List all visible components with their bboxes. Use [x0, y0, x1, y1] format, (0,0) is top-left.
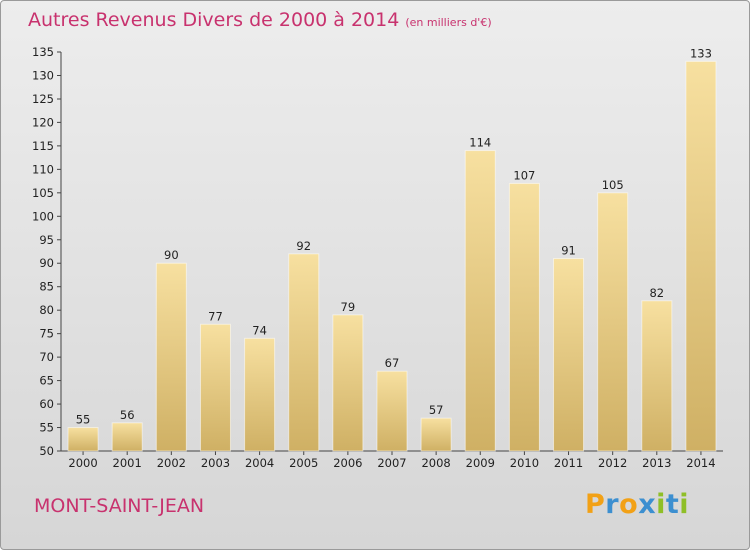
bar-2006: [332, 314, 364, 452]
x-tick-label: 2009: [466, 456, 495, 470]
bar-2005: [288, 253, 320, 452]
value-label-2012: 105: [602, 178, 624, 192]
bar-2010: [508, 182, 540, 452]
bars: [67, 60, 717, 452]
bar-2002: [155, 262, 187, 452]
x-tick-label: 2007: [377, 456, 406, 470]
x-tick-label: 2012: [598, 456, 627, 470]
bar-2013: [641, 300, 673, 452]
logo-letter: x: [638, 489, 657, 520]
value-label-2001: 56: [120, 408, 135, 422]
logo-letter: P: [585, 489, 606, 520]
bar-2014: [685, 60, 717, 452]
y-tick-label: 110: [32, 162, 54, 176]
value-label-2009: 114: [469, 136, 491, 150]
value-label-2008: 57: [429, 403, 444, 417]
y-tick-label: 50: [39, 444, 54, 458]
x-tick-label: 2010: [510, 456, 539, 470]
bar-2001: [111, 422, 143, 452]
y-tick-label: 85: [39, 280, 54, 294]
y-tick-label: 70: [39, 350, 54, 364]
value-label-2014: 133: [690, 46, 712, 60]
chart-unit: (en milliers d'€): [405, 16, 492, 29]
y-tick-label: 100: [32, 209, 54, 223]
x-tick-label: 2000: [68, 456, 97, 470]
y-tick-label: 95: [39, 233, 54, 247]
bar-2009: [464, 150, 496, 452]
y-tick-label: 120: [32, 115, 54, 129]
chart-title-text: Autres Revenus Divers de 2000 à 2014: [28, 9, 400, 31]
x-tick-label: 2011: [554, 456, 583, 470]
x-tick-label: 2014: [686, 456, 715, 470]
y-tick-label: 105: [32, 186, 54, 200]
x-tick-label: 2006: [333, 456, 362, 470]
x-axis: 2000 2001 2002 2003 2004 2005 2006 2007 2008 2009…: [61, 450, 723, 470]
y-tick-label: 75: [39, 327, 54, 341]
bar-2003: [199, 323, 231, 452]
value-label-2003: 77: [208, 309, 223, 323]
logo-letter: i: [679, 489, 690, 520]
bar-2011: [553, 258, 585, 452]
value-label-2010: 107: [513, 168, 535, 182]
y-tick-label: 115: [32, 139, 54, 153]
logo-letter: o: [619, 489, 639, 520]
value-label-2011: 91: [561, 244, 576, 258]
bar-2004: [244, 337, 276, 452]
logo-letter: t: [665, 489, 680, 520]
y-tick-label: 125: [32, 92, 54, 106]
bar-2007: [376, 370, 408, 452]
value-labels: 55 56 90 77 74 92 79 67 57 114 107 91 105 82 133: [76, 46, 712, 426]
commune-name: MONT-SAINT-JEAN: [34, 495, 205, 517]
bar-2008: [420, 417, 452, 452]
x-tick-label: 2005: [289, 456, 318, 470]
y-tick-label: 90: [39, 256, 54, 270]
bar-2012: [597, 192, 629, 452]
y-axis: 50 55 60 65 70 75 80 85 90 95 100 105 110 115 120 125 13…: [32, 45, 62, 458]
value-label-2002: 90: [164, 248, 179, 262]
value-label-2005: 92: [296, 239, 311, 253]
x-tick-label: 2001: [113, 456, 142, 470]
y-tick-label: 65: [39, 374, 54, 388]
value-label-2000: 55: [76, 413, 91, 427]
x-tick-label: 2008: [421, 456, 450, 470]
y-tick-label: 130: [32, 68, 54, 82]
x-tick-label: 2003: [201, 456, 230, 470]
value-label-2013: 82: [649, 286, 664, 300]
y-tick-label: 135: [32, 45, 54, 59]
x-tick-label: 2004: [245, 456, 274, 470]
chart-title: Autres Revenus Divers de 2000 à 2014 (en …: [28, 9, 492, 31]
value-label-2004: 74: [252, 323, 267, 337]
y-tick-label: 55: [39, 421, 54, 435]
proxiti-logo: Proxiti: [585, 489, 689, 520]
y-tick-label: 60: [39, 397, 54, 411]
x-tick-label: 2013: [642, 456, 671, 470]
value-label-2006: 79: [341, 300, 356, 314]
value-label-2007: 67: [385, 356, 400, 370]
bar-2000: [67, 427, 99, 452]
logo-letter: i: [656, 489, 666, 520]
x-tick-label: 2002: [157, 456, 186, 470]
logo-letter: r: [605, 489, 620, 520]
y-tick-label: 80: [39, 303, 54, 317]
